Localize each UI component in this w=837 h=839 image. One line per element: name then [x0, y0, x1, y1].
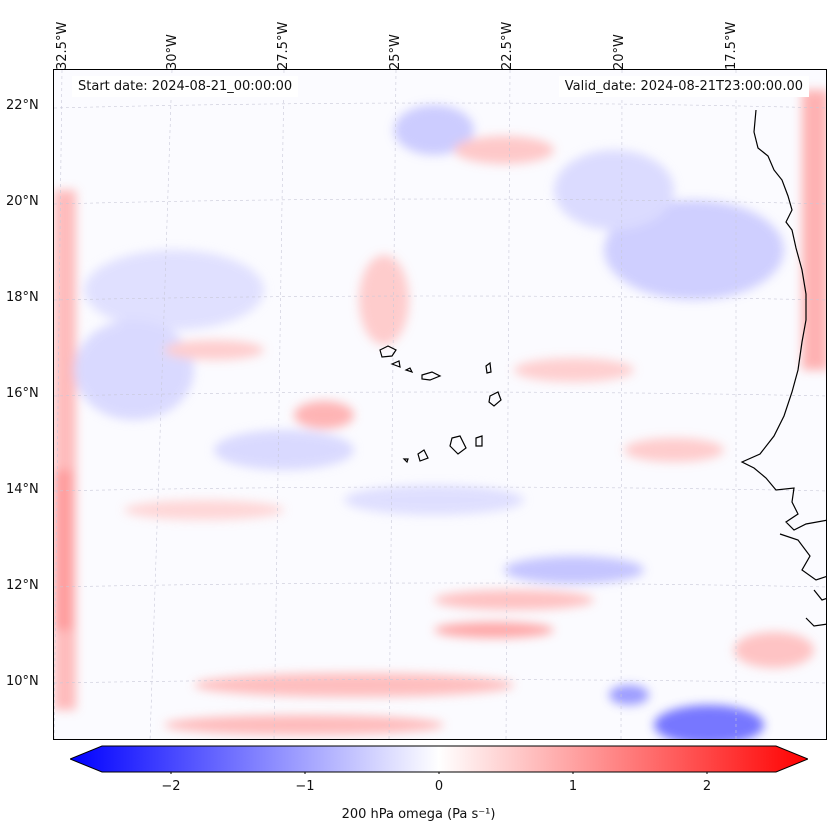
colorbar-tick-label: −2 [161, 779, 181, 794]
colorbar-tick-label: −1 [295, 779, 315, 794]
colorbar-label: 200 hPa omega (Pa s⁻¹) [341, 807, 496, 822]
lat-label: 10°N [6, 674, 39, 689]
lat-label: 12°N [6, 578, 39, 593]
lon-label: 30°W [165, 34, 180, 70]
valid-date-label: Valid_date: 2024-08-21T23:00:00.00 [558, 76, 809, 97]
omega-field [54, 70, 826, 739]
lat-label: 14°N [6, 482, 39, 497]
lat-label: 22°N [6, 98, 39, 113]
colorbar-tick-label: 1 [568, 779, 578, 794]
lon-label: 32.5°W [55, 21, 70, 70]
colorbar-bar [70, 745, 808, 773]
lon-label: 27.5°W [276, 21, 291, 70]
graticule [54, 70, 826, 739]
coastline [740, 109, 826, 627]
lat-label: 20°N [6, 194, 39, 209]
lon-label: 17.5°W [724, 21, 739, 70]
lon-label: 25°W [388, 34, 403, 70]
map-panel [53, 69, 827, 740]
colorbar-tick-label: 2 [702, 779, 712, 794]
omega-patches [54, 90, 826, 739]
colorbar-tick-label: 0 [434, 779, 444, 794]
cape-verde-islands [379, 345, 502, 464]
colorbar [70, 745, 808, 774]
start-date-label: Start date: 2024-08-21_00:00:00 [72, 76, 299, 97]
lat-label: 18°N [6, 290, 39, 305]
lon-label: 20°W [612, 34, 627, 70]
lon-label: 22.5°W [500, 21, 515, 70]
colorbar-ticks [170, 772, 708, 774]
lat-label: 16°N [6, 386, 39, 401]
